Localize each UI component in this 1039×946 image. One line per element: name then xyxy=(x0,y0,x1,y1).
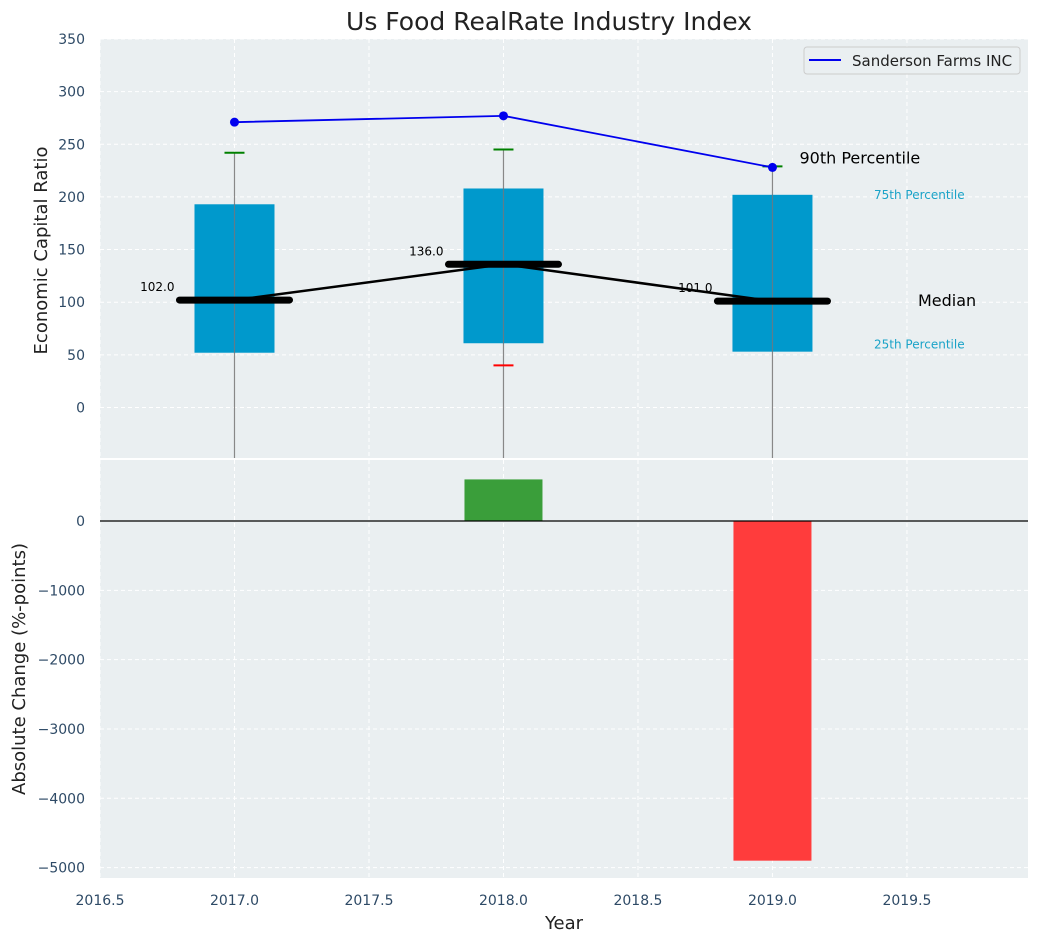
bottom-y-tick-label: −3000 xyxy=(38,722,85,738)
bottom-panel: 0 −1000 −2000 −3000 −4000 −5000 2016.5 2017.0 20… xyxy=(9,460,1028,934)
change-bar xyxy=(464,479,543,522)
top-panel: 0 50 100 150 200 250 300 350 Economic Capital Ra… xyxy=(31,32,1028,458)
top-y-tick-label: 200 xyxy=(58,190,85,206)
top-y-tick-label: 150 xyxy=(58,243,85,259)
annotation-median: Median xyxy=(918,291,976,310)
legend-label: Sanderson Farms INC xyxy=(852,52,1012,70)
median-value-label: 101.0 xyxy=(678,281,712,295)
x-tick-label: 2018.0 xyxy=(479,893,528,909)
x-tick-label: 2018.5 xyxy=(613,893,662,909)
top-y-tick-label: 100 xyxy=(58,295,85,311)
x-tick-label: 2017.5 xyxy=(344,893,393,909)
company-series-point xyxy=(229,117,239,127)
top-y-tick-label: 0 xyxy=(76,400,85,416)
company-series-point xyxy=(767,162,777,172)
bottom-y-tick-label: 0 xyxy=(76,514,85,530)
x-tick-label: 2016.5 xyxy=(76,893,125,909)
bottom-y-axis-label: Absolute Change (%-points) xyxy=(9,543,30,795)
top-y-tick-label: 50 xyxy=(67,348,85,364)
bottom-y-tick-label: −1000 xyxy=(38,583,85,599)
bottom-y-tick-label: −4000 xyxy=(38,791,85,807)
median-value-label: 102.0 xyxy=(140,280,174,294)
median-trend-line xyxy=(234,263,773,303)
company-series-point xyxy=(498,111,508,121)
top-y-axis-label: Economic Capital Ratio xyxy=(31,147,52,355)
annotation-25th-percentile: 25th Percentile xyxy=(874,338,965,352)
legend[interactable]: Sanderson Farms INC xyxy=(803,46,1021,75)
top-y-tick-label: 300 xyxy=(58,85,85,101)
median-value-label: 136.0 xyxy=(409,244,443,258)
annotation-75th-percentile: 75th Percentile xyxy=(874,188,965,202)
legend-frame xyxy=(803,46,1021,75)
bottom-y-tick-label: −2000 xyxy=(38,653,85,669)
bottom-y-tick-label: −5000 xyxy=(38,861,85,877)
top-y-tick-label: 350 xyxy=(58,32,85,48)
x-tick-label: 2019.5 xyxy=(882,893,931,909)
change-bar xyxy=(733,521,812,861)
bottom-plot-area xyxy=(100,460,1028,878)
chart-title: Us Food RealRate Industry Index xyxy=(346,7,752,36)
x-axis-label: Year xyxy=(544,913,584,934)
x-tick-label: 2019.0 xyxy=(748,893,797,909)
top-y-tick-label: 250 xyxy=(58,137,85,153)
x-tick-label: 2017.0 xyxy=(210,893,259,909)
annotation-90th-percentile: 90th Percentile xyxy=(799,148,920,167)
